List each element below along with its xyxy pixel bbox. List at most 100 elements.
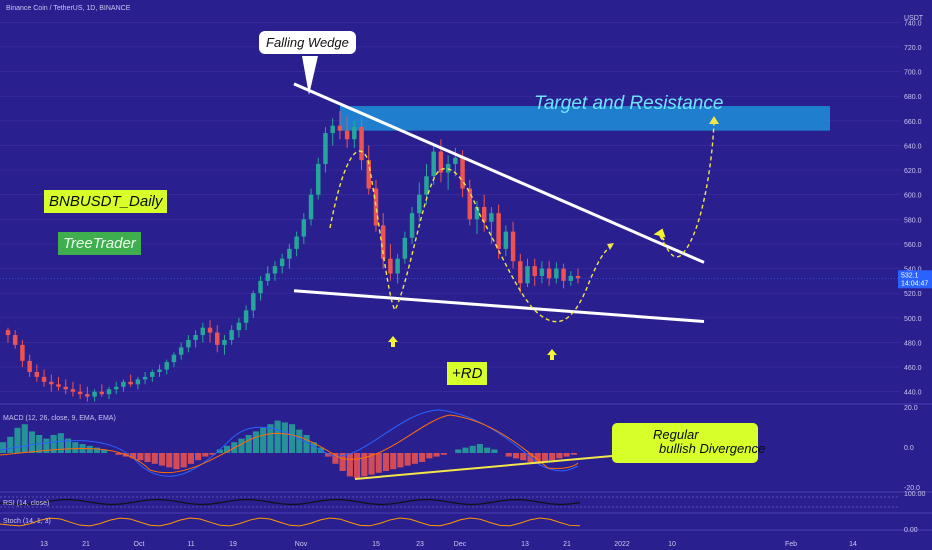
- candle-body: [157, 369, 162, 372]
- macd-bar: [65, 438, 72, 453]
- projection-arrow-mid: [607, 243, 614, 250]
- macd-bar: [339, 453, 346, 471]
- candle-body: [128, 381, 133, 385]
- x-tick-label: 19: [229, 541, 237, 548]
- macd-bar: [260, 427, 267, 453]
- macd-bar: [137, 453, 144, 461]
- macd-tick: 0.0: [904, 445, 914, 452]
- x-tick-label: 23: [416, 541, 424, 548]
- projection-path-2: [659, 121, 715, 258]
- candle-body: [380, 225, 386, 259]
- x-tick-label: 2022: [614, 541, 630, 548]
- macd-bar: [462, 447, 469, 453]
- macd-bar: [476, 444, 483, 453]
- candle-body: [352, 126, 357, 140]
- divergence-line2: bullish Divergence: [659, 441, 766, 456]
- candle-body: [301, 219, 307, 237]
- candle-body: [287, 248, 292, 259]
- candle-body: [359, 126, 364, 161]
- macd-bar: [296, 429, 303, 453]
- macd-bar: [440, 453, 447, 455]
- macd-bar: [195, 453, 202, 461]
- x-tick-label: Nov: [295, 541, 308, 548]
- candle-body: [561, 268, 566, 281]
- candle-body: [229, 330, 234, 340]
- macd-bar: [166, 453, 173, 468]
- y-tick-label: 520.0: [904, 291, 922, 298]
- candle-body: [308, 194, 314, 220]
- candle-body: [402, 237, 408, 259]
- wedge-lower-line: [293, 289, 705, 324]
- y-tick-label: 680.0: [904, 94, 922, 101]
- y-tick-label: 640.0: [904, 143, 922, 150]
- macd-bar: [411, 453, 418, 464]
- macd-bar: [238, 438, 245, 453]
- macd-bar: [281, 422, 288, 453]
- y-tick-label: 700.0: [904, 70, 922, 77]
- macd-bar: [93, 447, 101, 453]
- candle-body: [272, 266, 278, 274]
- macd-bar: [274, 420, 281, 453]
- candle-body: [92, 391, 97, 397]
- wedge-upper-line: [293, 82, 705, 264]
- x-tick-label: 15: [372, 541, 380, 548]
- candle-body: [251, 293, 256, 311]
- up-arrow-2: [547, 349, 557, 360]
- y-tick-label: 720.0: [904, 45, 922, 52]
- macd-bar: [115, 453, 122, 455]
- macd-bar: [556, 453, 563, 459]
- price-badge-countdown: 14:04:47: [901, 280, 928, 287]
- macd-bar: [223, 445, 231, 453]
- candle-body: [99, 391, 105, 395]
- macd-bar: [86, 445, 93, 453]
- y-tick-label: 560.0: [904, 242, 922, 249]
- stoch-label: Stoch (14, 1, 3): [3, 518, 51, 525]
- candle-body: [438, 151, 444, 173]
- candle-body: [409, 213, 415, 238]
- candle-body: [532, 266, 537, 276]
- macd-bar: [570, 453, 577, 455]
- candle-body: [77, 391, 83, 395]
- macd-bar: [28, 431, 36, 453]
- candle-body: [467, 188, 473, 220]
- candle-body: [142, 376, 148, 380]
- macd-bar: [368, 453, 375, 475]
- macd-bar: [180, 453, 187, 468]
- candle-body: [178, 347, 184, 355]
- candle-body: [121, 381, 126, 387]
- macd-bar: [469, 445, 476, 453]
- macd-bar: [209, 453, 216, 455]
- macd-bar: [101, 449, 108, 453]
- x-tick-label: Dec: [454, 541, 467, 548]
- macd-bar: [346, 453, 353, 477]
- macd-bar: [252, 431, 260, 453]
- candle-body: [193, 335, 198, 340]
- x-tick-label: Oct: [134, 541, 145, 548]
- x-tick-label: 14: [849, 541, 857, 548]
- projection-path-1: [329, 150, 613, 323]
- pair-tag: BNBUSDT_Daily: [44, 190, 168, 213]
- macd-bar: [50, 435, 57, 453]
- macd-bar: [0, 442, 7, 453]
- candle-body: [546, 268, 552, 279]
- candle-body: [344, 130, 350, 140]
- macd-bar: [520, 453, 527, 461]
- macd-bar: [310, 442, 317, 453]
- x-tick-label: 13: [40, 541, 48, 548]
- macd-bar: [563, 453, 570, 457]
- candle-body: [424, 176, 429, 195]
- macd-bar: [245, 435, 252, 453]
- y-tick-label: 480.0: [904, 340, 922, 347]
- candle-body: [503, 231, 509, 249]
- macd-bar: [534, 453, 541, 464]
- macd-bar: [491, 449, 498, 453]
- candle-body: [294, 236, 299, 249]
- candle-body: [330, 125, 335, 134]
- y-tick-label: 740.0: [904, 20, 922, 27]
- candle-body: [113, 386, 119, 390]
- candle-body: [171, 354, 177, 363]
- candle-body: [481, 207, 487, 222]
- candle-body: [417, 194, 422, 214]
- candle-body: [265, 273, 270, 281]
